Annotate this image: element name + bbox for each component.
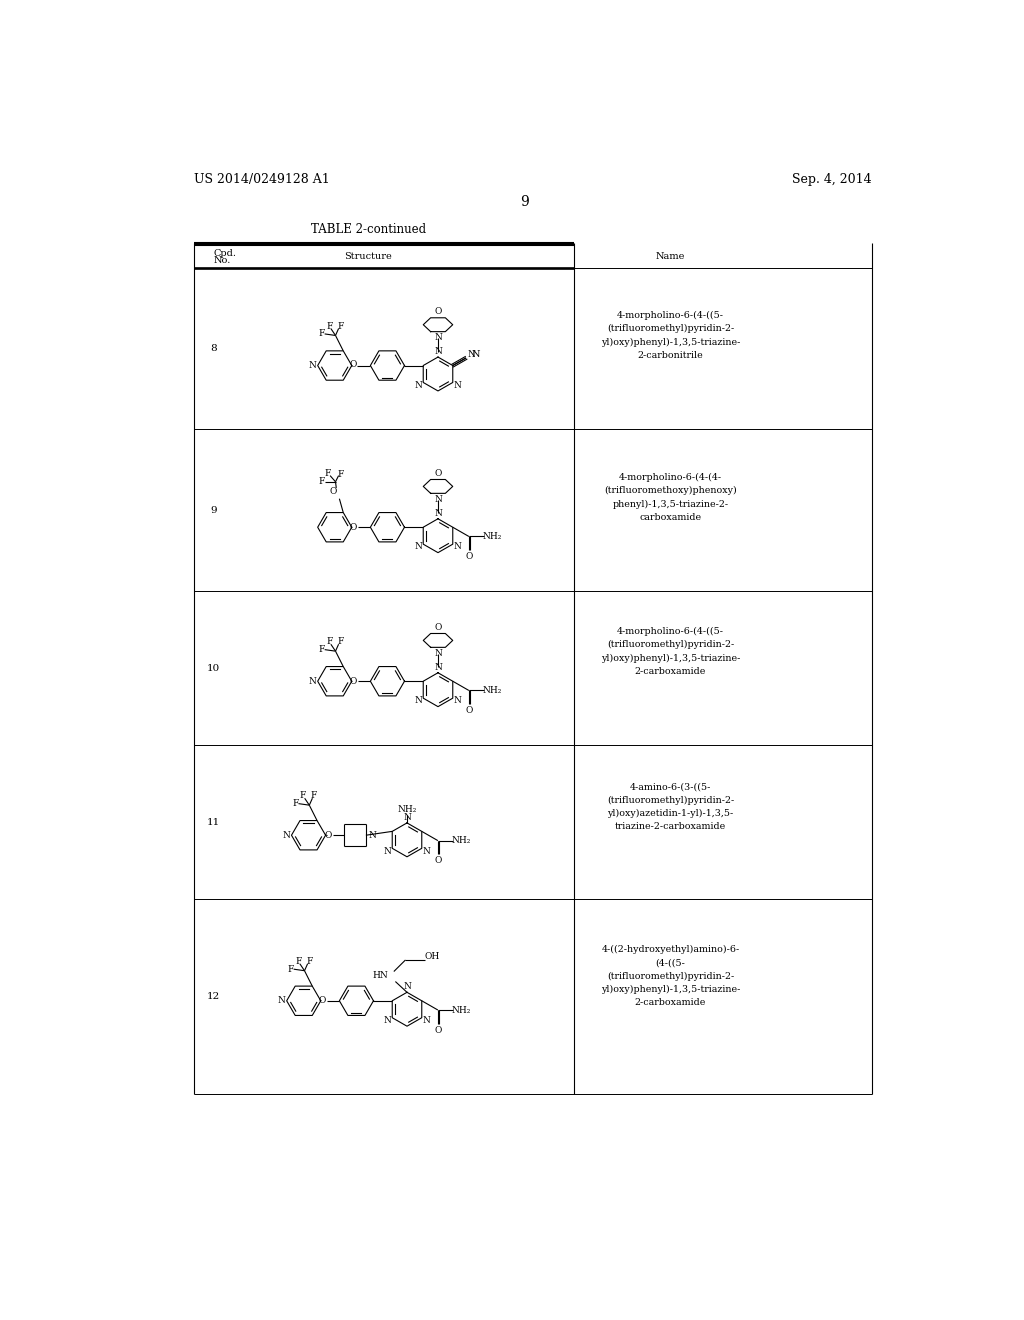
Text: N: N [434, 649, 442, 657]
Text: O: O [318, 997, 327, 1006]
Text: F: F [318, 330, 325, 338]
Text: F: F [326, 322, 333, 331]
Text: F: F [325, 469, 331, 478]
Text: NH₂: NH₂ [452, 836, 471, 845]
Text: F: F [292, 799, 299, 808]
Text: N: N [278, 997, 286, 1006]
Text: No.: No. [213, 256, 230, 265]
Text: NH₂: NH₂ [397, 805, 417, 813]
Text: N: N [454, 380, 462, 389]
Text: F: F [337, 470, 343, 479]
Text: F: F [337, 638, 343, 647]
Text: N: N [434, 495, 442, 504]
Text: N: N [434, 510, 442, 517]
Text: O: O [434, 623, 441, 632]
Text: N: N [308, 362, 316, 370]
Text: F: F [326, 638, 333, 647]
Text: N: N [384, 846, 391, 855]
Text: O: O [325, 830, 332, 840]
Text: O: O [350, 360, 357, 370]
Text: N: N [403, 982, 411, 991]
Text: 4-morpholino-6-(4-((5-
(trifluoromethyl)pyridin-2-
yl)oxy)phenyl)-1,3,5-triazine: 4-morpholino-6-(4-((5- (trifluoromethyl)… [601, 627, 740, 676]
Text: 11: 11 [207, 817, 220, 826]
Text: 10: 10 [207, 664, 220, 673]
Text: N: N [423, 1016, 430, 1024]
Text: N: N [472, 350, 480, 359]
Text: N: N [415, 543, 423, 552]
Text: 9: 9 [520, 195, 529, 210]
Text: N: N [434, 347, 442, 356]
Text: 9: 9 [210, 506, 216, 515]
Text: N: N [384, 1016, 391, 1024]
Text: F: F [337, 322, 343, 331]
Text: F: F [295, 957, 301, 966]
Text: O: O [434, 308, 441, 315]
Text: N: N [283, 830, 290, 840]
Text: F: F [318, 645, 325, 655]
Text: O: O [350, 677, 357, 685]
Text: O: O [434, 469, 441, 478]
Text: Sep. 4, 2014: Sep. 4, 2014 [793, 173, 872, 186]
Text: N: N [415, 380, 423, 389]
Text: NH₂: NH₂ [452, 1006, 471, 1015]
Text: Structure: Structure [344, 252, 392, 261]
Text: NH₂: NH₂ [482, 686, 502, 694]
Text: 8: 8 [210, 345, 216, 352]
Text: F: F [310, 792, 317, 800]
Text: 4-((2-hydroxyethyl)amino)-6-
(4-((5-
(trifluoromethyl)pyridin-2-
yl)oxy)phenyl)-: 4-((2-hydroxyethyl)amino)-6- (4-((5- (tr… [601, 945, 740, 1007]
Text: N: N [403, 813, 411, 822]
Text: TABLE 2-continued: TABLE 2-continued [310, 223, 426, 236]
Text: N: N [423, 846, 430, 855]
Text: HN: HN [373, 972, 388, 979]
Text: O: O [465, 706, 472, 715]
Text: N: N [308, 677, 316, 685]
Text: N: N [454, 543, 462, 552]
Text: F: F [288, 965, 294, 974]
Text: Name: Name [655, 252, 685, 261]
Text: N: N [468, 350, 475, 359]
Text: O: O [434, 1026, 441, 1035]
Text: N: N [434, 334, 442, 342]
Text: F: F [300, 792, 306, 800]
Text: 4-morpholino-6-(4-(4-
(trifluoromethoxy)phenoxy)
phenyl)-1,3,5-triazine-2-
carbo: 4-morpholino-6-(4-(4- (trifluoromethoxy)… [604, 473, 737, 521]
Text: 4-morpholino-6-(4-((5-
(trifluoromethyl)pyridin-2-
yl)oxy)phenyl)-1,3,5-triazine: 4-morpholino-6-(4-((5- (trifluoromethyl)… [601, 312, 740, 360]
Text: N: N [369, 830, 376, 840]
Text: N: N [454, 697, 462, 705]
Text: N: N [415, 697, 423, 705]
Text: F: F [306, 957, 312, 966]
Text: 12: 12 [207, 991, 220, 1001]
Text: O: O [434, 857, 441, 865]
Text: F: F [318, 478, 325, 486]
Text: US 2014/0249128 A1: US 2014/0249128 A1 [194, 173, 330, 186]
Text: NH₂: NH₂ [482, 532, 502, 541]
Text: OH: OH [425, 952, 440, 961]
Text: N: N [434, 663, 442, 672]
Text: O: O [350, 523, 357, 532]
Text: O: O [330, 487, 337, 496]
Text: 4-amino-6-(3-((5-
(trifluoromethyl)pyridin-2-
yl)oxy)azetidin-1-yl)-1,3,5-
triaz: 4-amino-6-(3-((5- (trifluoromethyl)pyrid… [607, 783, 734, 832]
Text: Cpd.: Cpd. [213, 249, 237, 259]
Text: O: O [465, 552, 472, 561]
